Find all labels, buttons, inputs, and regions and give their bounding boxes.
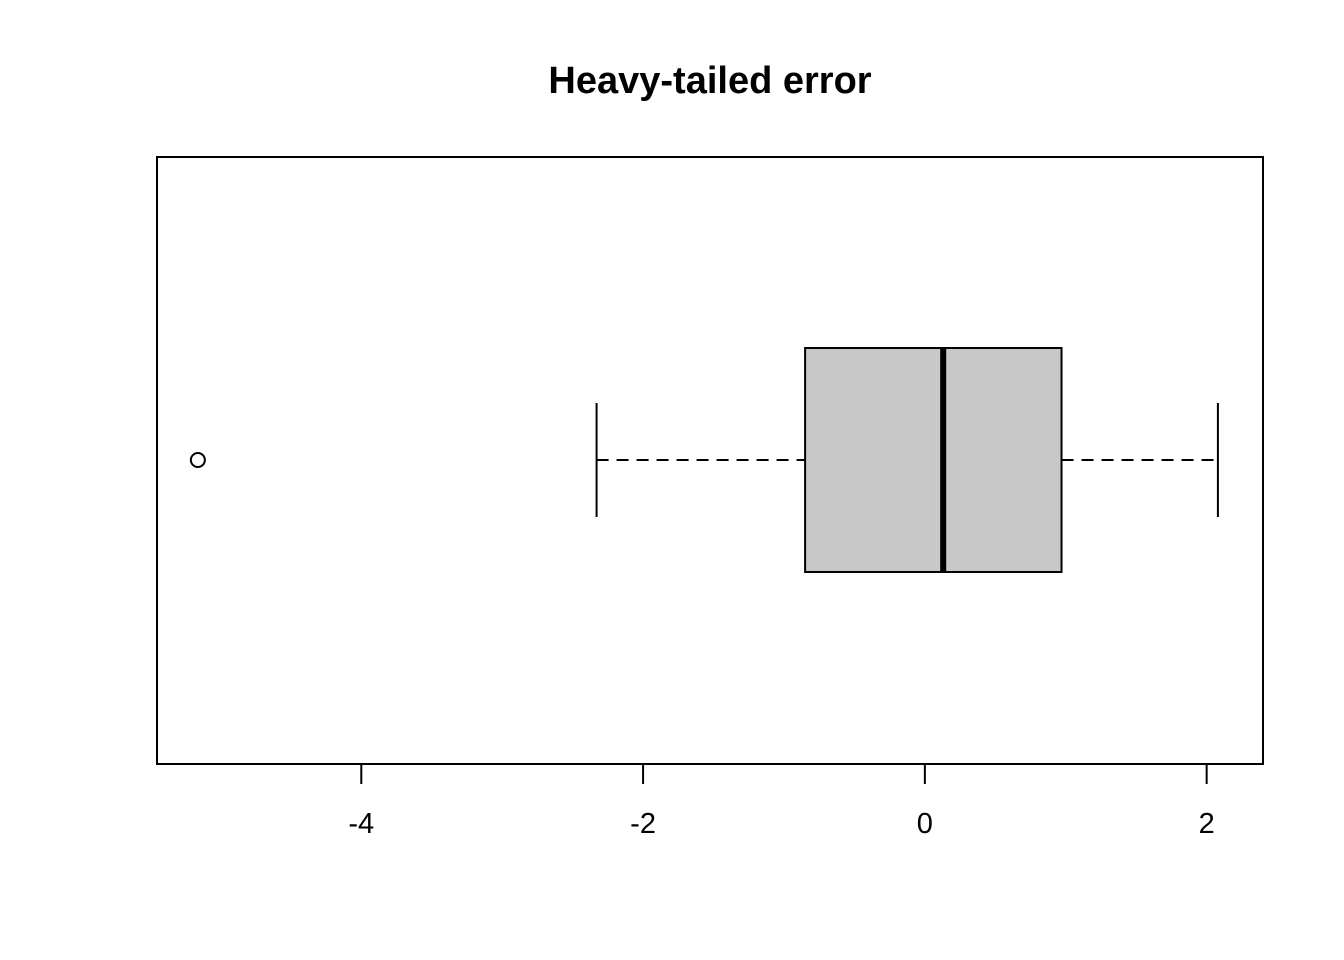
- plot-frame: [156, 156, 1264, 765]
- chart-title: Heavy-tailed error: [548, 60, 871, 102]
- iqr-box: [804, 347, 1063, 573]
- boxplot-series: [189, 347, 1219, 573]
- x-tick-label: -4: [348, 808, 374, 840]
- x-axis: -4 -2 0 2: [348, 764, 1215, 840]
- x-tick-label: 2: [1199, 808, 1215, 840]
- x-tick-label: -2: [630, 808, 656, 840]
- x-tick-label: 0: [917, 808, 933, 840]
- outlier-point: [189, 452, 206, 468]
